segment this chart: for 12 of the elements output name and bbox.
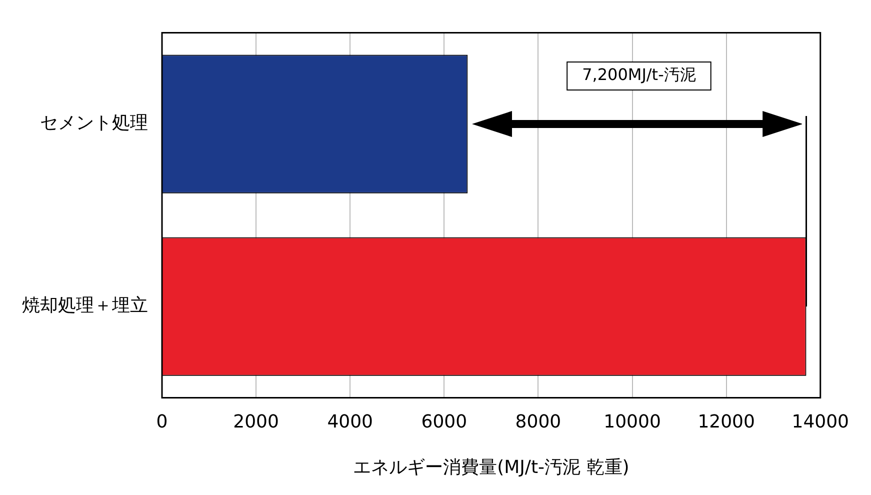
x-tick-label: 0 [156,411,168,432]
x-tick-label: 2000 [233,411,279,432]
x-tick-label: 10000 [604,411,661,432]
y-tick-label: 焼却処理＋埋立 [22,295,148,316]
x-tick-label: 8000 [515,411,562,432]
x-tick-label: 12000 [698,411,755,432]
x-tick-label: 14000 [792,411,849,432]
y-tick-label: セメント処理 [40,112,148,134]
x-tick-label: 4000 [327,411,374,432]
annotation: 7,200MJ/t-汚泥 [582,65,696,84]
x-axis-title: エネルギー消費量(MJ/t-汚泥 乾重) [353,456,630,478]
x-tick-label: 6000 [421,411,468,432]
